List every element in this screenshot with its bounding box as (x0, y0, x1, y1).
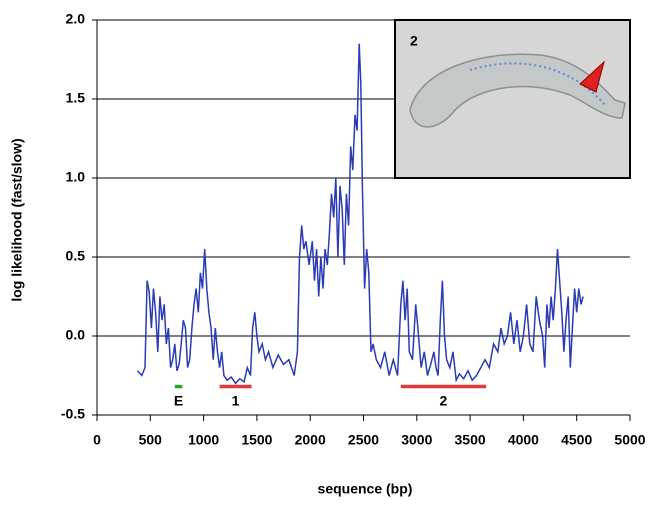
y-tick-label: -0.5 (61, 406, 85, 422)
data-line (136, 43, 584, 385)
x-tick-label: 3500 (455, 432, 486, 448)
y-tick-label: 0.5 (66, 248, 86, 264)
y-tick-label: 0.0 (66, 327, 86, 343)
inset-label: 2 (410, 33, 418, 49)
x-tick-label: 1500 (241, 432, 272, 448)
x-tick-label: 500 (139, 432, 163, 448)
y-tick-label: 1.0 (66, 169, 86, 185)
embryo (409, 53, 626, 128)
arrowhead (579, 60, 605, 93)
x-axis-title: sequence (bp) (318, 481, 413, 497)
annotation-label: 1 (232, 392, 240, 408)
x-tick-label: 0 (93, 432, 101, 448)
annotation-label: 2 (440, 392, 448, 408)
x-tick-label: 3000 (401, 432, 432, 448)
annotation-label: E (174, 392, 183, 408)
x-tick-label: 2500 (348, 432, 379, 448)
y-axis-title: log likelihood (fast/slow) (9, 138, 25, 301)
x-tick-label: 1000 (188, 432, 219, 448)
inset-image: 2 (394, 19, 631, 179)
x-tick-label: 5000 (614, 432, 645, 448)
y-tick-label: 1.5 (66, 90, 86, 106)
x-tick-label: 4500 (561, 432, 592, 448)
x-tick-label: 4000 (508, 432, 539, 448)
x-tick-label: 2000 (295, 432, 326, 448)
y-tick-label: 2.0 (66, 11, 86, 27)
